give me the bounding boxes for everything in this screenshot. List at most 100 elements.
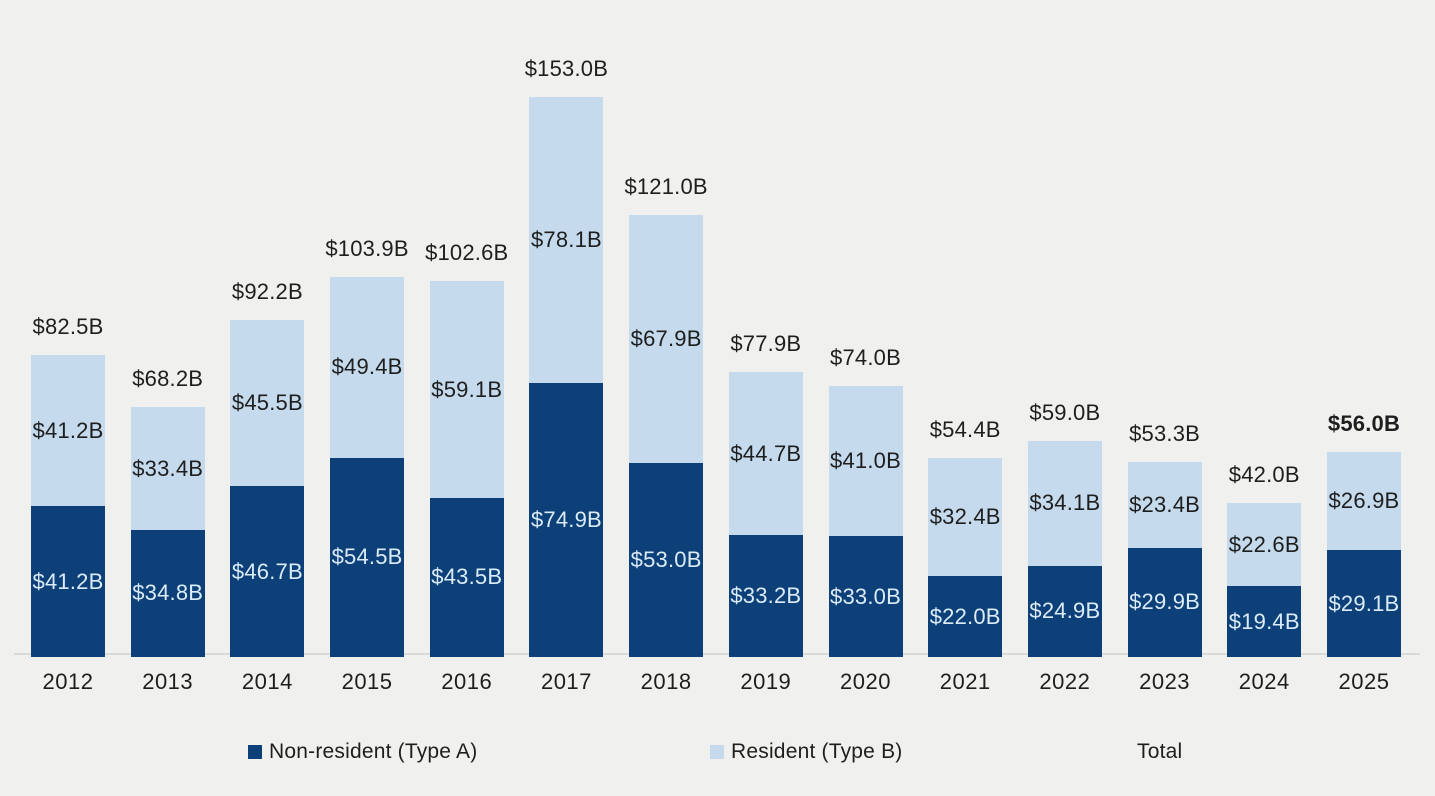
segment-resident-2025[interactable]: $26.9B (1326, 452, 1401, 551)
bar-column-2022: $34.1B $24.9B $59.0B (1027, 400, 1102, 657)
bar-column-2025: $26.9B $29.1B $56.0B (1326, 411, 1401, 657)
segment-value-label: $22.6B (1228, 531, 1300, 557)
total-value-label-2018: $121.0B (624, 173, 708, 199)
segment-resident-2015[interactable]: $49.4B (330, 276, 405, 458)
segment-resident-2017[interactable]: $78.1B (529, 97, 604, 383)
segment-value-label: $59.1B (431, 376, 503, 402)
segment-non-resident-2023[interactable]: $29.9B (1127, 547, 1202, 657)
segment-resident-2024[interactable]: $22.6B (1227, 503, 1302, 586)
x-axis-line (14, 653, 1420, 655)
x-axis-label-2016: 2016 (441, 669, 493, 694)
x-axis-label-2018: 2018 (640, 669, 692, 694)
segment-non-resident-2025[interactable]: $29.1B (1326, 550, 1401, 657)
bar-column-2020: $41.0B $33.0B $74.0B (828, 345, 903, 657)
segment-non-resident-2019[interactable]: $33.2B (728, 535, 803, 657)
segment-non-resident-2024[interactable]: $19.4B (1227, 586, 1302, 657)
segment-resident-2014[interactable]: $45.5B (230, 319, 305, 487)
segment-value-label: $33.2B (730, 583, 802, 609)
segment-non-resident-2022[interactable]: $24.9B (1027, 565, 1102, 657)
segment-value-label: $29.1B (1328, 590, 1400, 616)
x-axis-label-2019: 2019 (740, 669, 792, 694)
segment-non-resident-2012[interactable]: $41.2B (31, 506, 105, 657)
x-axis-label-2012: 2012 (42, 669, 94, 694)
x-axis-label-2023: 2023 (1139, 669, 1191, 694)
legend-swatch-resident (710, 745, 724, 759)
x-axis-label-2021: 2021 (939, 669, 991, 694)
segment-resident-2023[interactable]: $23.4B (1127, 461, 1202, 548)
segment-resident-2016[interactable]: $59.1B (429, 281, 504, 498)
segment-value-label: $74.9B (530, 506, 602, 532)
total-value-label-2022: $59.0B (1029, 400, 1101, 426)
legend-label-total: Total (1137, 740, 1183, 763)
segment-value-label: $67.9B (630, 325, 702, 351)
legend-swatch-non-resident (248, 745, 262, 759)
total-value-label-2013: $68.2B (132, 366, 204, 392)
bar-column-2023: $23.4B $29.9B $53.3B (1127, 421, 1202, 657)
bar-column-2024: $22.6B $19.4B $42.0B (1227, 462, 1302, 657)
total-value-label-2020: $74.0B (830, 345, 901, 371)
bar-column-2019: $44.7B $33.2B $77.9B (728, 331, 803, 657)
segment-resident-2018[interactable]: $67.9B (629, 214, 704, 464)
legend-item-resident[interactable]: Resident (Type B) (710, 740, 902, 764)
segment-non-resident-2013[interactable]: $34.8B (130, 529, 205, 657)
bar-column-2014: $45.5B $46.7B $92.2B (230, 279, 305, 657)
total-value-label-2014: $92.2B (231, 278, 303, 304)
segment-value-label: $41.0B (830, 448, 901, 474)
segment-value-label: $33.0B (830, 583, 901, 609)
segment-non-resident-2016[interactable]: $43.5B (429, 497, 504, 657)
total-value-label-2025: $56.0B (1327, 411, 1401, 437)
segment-value-label: $49.4B (331, 354, 403, 380)
total-value-label-2017: $153.0B (524, 56, 609, 81)
total-value-label-2016: $102.6B (425, 240, 509, 266)
segment-resident-2019[interactable]: $44.7B (728, 371, 803, 536)
bar-column-2016: $59.1B $43.5B $102.6B (425, 240, 508, 657)
total-value-label-2023: $53.3B (1129, 420, 1201, 446)
x-axis-label-2022: 2022 (1039, 669, 1091, 694)
bar-column-2021: $32.4B $22.0B $54.4B (928, 417, 1003, 657)
segment-value-label: $78.1B (530, 226, 602, 252)
x-axis-label-2024: 2024 (1238, 669, 1290, 694)
segment-value-label: $34.8B (132, 580, 204, 606)
segment-value-label: $26.9B (1328, 488, 1400, 514)
segment-resident-2012[interactable]: $41.2B (31, 355, 105, 507)
legend-label-resident: Resident (Type B) (731, 740, 903, 763)
segment-resident-2021[interactable]: $32.4B (928, 457, 1003, 577)
segment-resident-2022[interactable]: $34.1B (1027, 441, 1102, 566)
segment-value-label: $54.5B (331, 544, 403, 570)
segment-non-resident-2017[interactable]: $74.9B (529, 382, 604, 657)
total-value-label-2015: $103.9B (325, 235, 409, 261)
segment-value-label: $46.7B (231, 558, 303, 584)
segment-value-label: $45.5B (231, 389, 303, 415)
segment-value-label: $24.9B (1029, 598, 1101, 624)
x-axis-label-2015: 2015 (341, 669, 393, 694)
x-axis-label-2017: 2017 (540, 669, 592, 694)
bar-column-2013: $33.4B $34.8B $68.2B (130, 366, 205, 657)
total-value-label-2021: $54.4B (929, 416, 1001, 442)
segment-value-label: $41.2B (32, 568, 104, 594)
plot-area: $41.2B $41.2B $82.5B $33.4B $34.8B $68.2B $45.… (14, 0, 1420, 657)
segment-resident-2013[interactable]: $33.4B (130, 407, 205, 530)
segment-non-resident-2021[interactable]: $22.0B (928, 576, 1003, 657)
segment-value-label: $53.0B (630, 547, 702, 572)
segment-resident-2020[interactable]: $41.0B (828, 386, 903, 537)
segment-non-resident-2018[interactable]: $53.0B (629, 463, 704, 657)
bar-column-2018: $67.9B $53.0B $121.0B (624, 174, 708, 657)
x-axis-label-2020: 2020 (840, 669, 891, 694)
x-axis-label-2014: 2014 (241, 669, 293, 694)
segment-value-label: $29.9B (1129, 589, 1201, 615)
segment-value-label: $44.7B (730, 440, 802, 466)
segment-non-resident-2020[interactable]: $33.0B (828, 536, 903, 657)
segment-value-label: $19.4B (1228, 608, 1300, 634)
legend-item-non-resident[interactable]: Non-resident (Type A) (248, 740, 477, 764)
segment-non-resident-2015[interactable]: $54.5B (330, 457, 405, 657)
segment-value-label: $34.1B (1029, 490, 1101, 516)
segment-value-label: $22.0B (929, 603, 1001, 629)
bar-column-2012: $41.2B $41.2B $82.5B (31, 314, 105, 657)
legend-item-total[interactable]: Total (1137, 740, 1182, 764)
segment-non-resident-2014[interactable]: $46.7B (230, 486, 305, 657)
x-axis-label-2025: 2025 (1338, 669, 1390, 694)
total-value-label-2024: $42.0B (1228, 462, 1300, 488)
bar-column-2017: $78.1B $74.9B $153.0B (525, 56, 608, 657)
segment-value-label: $33.4B (132, 455, 204, 481)
bar-column-2015: $49.4B $54.5B $103.9B (325, 236, 409, 657)
